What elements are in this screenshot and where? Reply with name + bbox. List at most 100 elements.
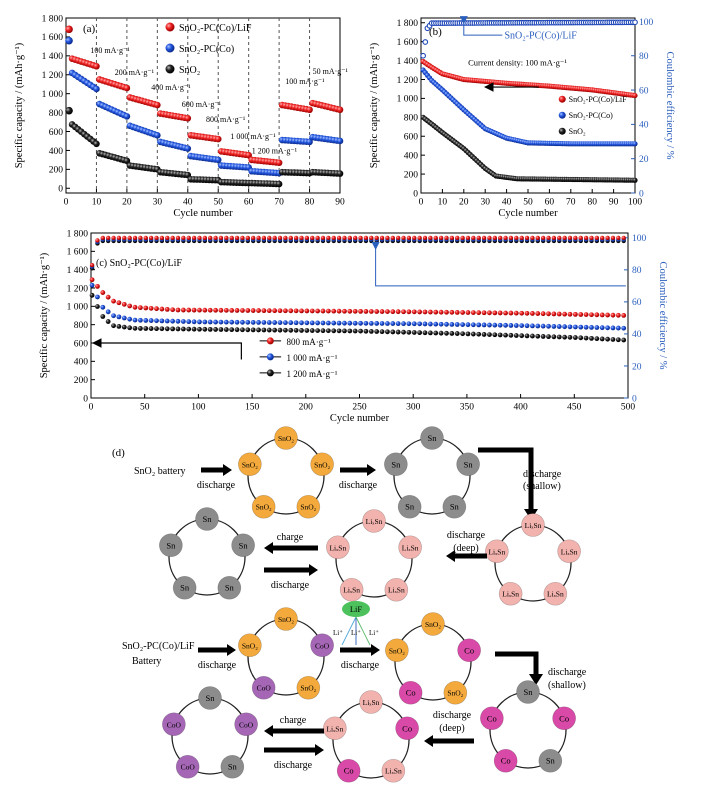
panel-c-point-1000: [223, 319, 229, 325]
panel-c-point-800: [143, 305, 149, 311]
panel-c-ce-point-800: [245, 235, 251, 241]
ring-F-particle: [310, 633, 334, 658]
panel-c-point-800: [325, 308, 331, 314]
panel-c-point-1200: [427, 330, 433, 336]
panel-c-x-tick-label: 350: [460, 403, 475, 413]
panel-c-point-1000: [621, 325, 627, 331]
panel-c-point-1000: [121, 315, 127, 321]
panel-c-point-1200: [401, 329, 406, 335]
panel-c-ce-point-800: [546, 235, 551, 241]
panel-c-point-1200: [234, 327, 240, 333]
panel-c-point-800: [299, 308, 304, 314]
panel-c-ce-point-800: [95, 238, 100, 243]
panel-c-point-1200: [250, 327, 256, 333]
panel-c-ce-point-800: [578, 235, 583, 241]
panel-c-point-1000: [594, 325, 600, 330]
label-deep-row2-2: (deep): [439, 723, 465, 734]
ring-G-particle: [385, 638, 409, 663]
arrow-charge-row1: [264, 542, 318, 554]
panel-c-ce-point-800: [154, 235, 159, 241]
ring-J-particle-label: Sn: [228, 762, 238, 772]
panel-c-point-1000: [180, 319, 186, 324]
panel-c-point-800: [95, 283, 100, 289]
ring-B-particle-label: Sn: [464, 459, 474, 469]
panel-c-point-1200: [390, 329, 396, 335]
panel-a-y-tick-label: 1 200: [42, 71, 64, 81]
ring-F-particle-label: SnO₂: [300, 684, 316, 693]
panel-a-legend-marker-sno2: [165, 64, 175, 74]
panel-c-point-1200: [127, 325, 133, 331]
panel-c-point-1000: [202, 319, 208, 325]
panel-c-point-800: [594, 312, 600, 318]
panel-c-point-800: [266, 308, 272, 314]
panel-c-point-1200: [143, 326, 149, 331]
panel-c-point-1200: [417, 330, 423, 336]
panel-c-point-1200: [385, 329, 390, 335]
panel-c-ce-point-800: [600, 235, 605, 241]
panel-c-point-800: [100, 290, 106, 295]
panel-c-ce-point-800: [299, 235, 304, 241]
panel-b-x-tick-label: 90: [609, 198, 619, 208]
panel-c-point-1000: [615, 325, 621, 331]
panel-c-point-800: [540, 311, 546, 317]
label-discharge-row1-2: discharge: [339, 480, 378, 491]
panel-a-x-tick-label: 80: [305, 198, 315, 208]
panel-c-point-1000: [551, 324, 557, 329]
panel-a-y-tick-label: 1 800: [42, 14, 64, 24]
panel-c-point-1200: [530, 333, 535, 339]
panel-c-point-1000: [116, 314, 122, 320]
panel-c-point-1000: [143, 318, 149, 323]
panel-c-ce-point-800: [181, 235, 186, 241]
ring-I-particle-label: Co: [344, 766, 354, 776]
panel-a-rate-label: 800 mA·g⁻¹: [206, 115, 246, 124]
panel-c-point-1000: [395, 321, 401, 327]
ring-H-particle-label: Co: [559, 713, 569, 723]
panel-c-point-1000: [562, 324, 568, 330]
panel-b-x-tick-label: 80: [587, 198, 597, 208]
panel-c-point-1200: [524, 333, 530, 339]
panel-c-point-1000: [89, 282, 95, 288]
panel-c-point-1200: [578, 335, 584, 341]
panel-c-point-1000: [583, 324, 589, 330]
label-deep-row1-1: discharge: [447, 530, 486, 541]
panel-c-point-1000: [572, 324, 578, 330]
panel-c-point-1200: [594, 336, 600, 342]
panel-c-point-800: [589, 312, 594, 318]
panel-c-point-1200: [148, 326, 154, 331]
panel-a-x-tick-label: 60: [244, 198, 254, 208]
panel-c-point-800: [282, 308, 288, 314]
ring-D-particle: [543, 581, 568, 606]
panel-c-point-800: [234, 308, 240, 313]
panel-c-y-tick-label: 1 200: [67, 284, 89, 294]
ring-E-particle: [231, 533, 255, 558]
panel-a-point-sno2: [336, 170, 344, 177]
panel-c-ce-point-800: [250, 235, 256, 241]
panel-c-ce-point-800: [471, 235, 476, 241]
panel-a-point-lif: [275, 159, 283, 167]
panel-c-point-1200: [272, 327, 278, 333]
panel-c: 0 50 100 150 200 250 300 350 400 450 5000200400600…: [39, 229, 668, 424]
panel-c-x-tick-label: 500: [621, 403, 636, 413]
panel-b-x-tick-label: 30: [480, 198, 490, 208]
panel-c-ce-point-800: [218, 235, 224, 241]
ring-I-particle: [395, 716, 419, 741]
panel-c-point-1200: [100, 314, 106, 319]
ring-J-particle: [220, 754, 245, 779]
panel-c-point-800: [272, 308, 278, 314]
arrow-discharge-row1-back: [264, 564, 318, 576]
lif-label: LiF: [350, 604, 363, 614]
panel-c-point-800: [422, 309, 428, 315]
panel-c-point-1200: [325, 328, 331, 334]
panel-c-ce-point-800: [336, 235, 342, 241]
ring-F-particle-label: SnO₂: [278, 615, 294, 624]
panel-c-point-800: [229, 307, 235, 313]
panel-b-y-tick-label: 200: [404, 170, 419, 180]
panel-b-y2-tick-label: 60: [639, 86, 649, 96]
panel-b-x-tick-label: 70: [566, 198, 576, 208]
arrow-shallow-row2-head: [529, 674, 543, 685]
panel-c-point-800: [191, 307, 197, 313]
ring-D-particle-label: LiₓSn: [488, 547, 505, 556]
panel-c-point-1000: [567, 324, 573, 330]
panel-c-point-800: [556, 311, 562, 317]
ring-I-particle: [336, 758, 361, 783]
